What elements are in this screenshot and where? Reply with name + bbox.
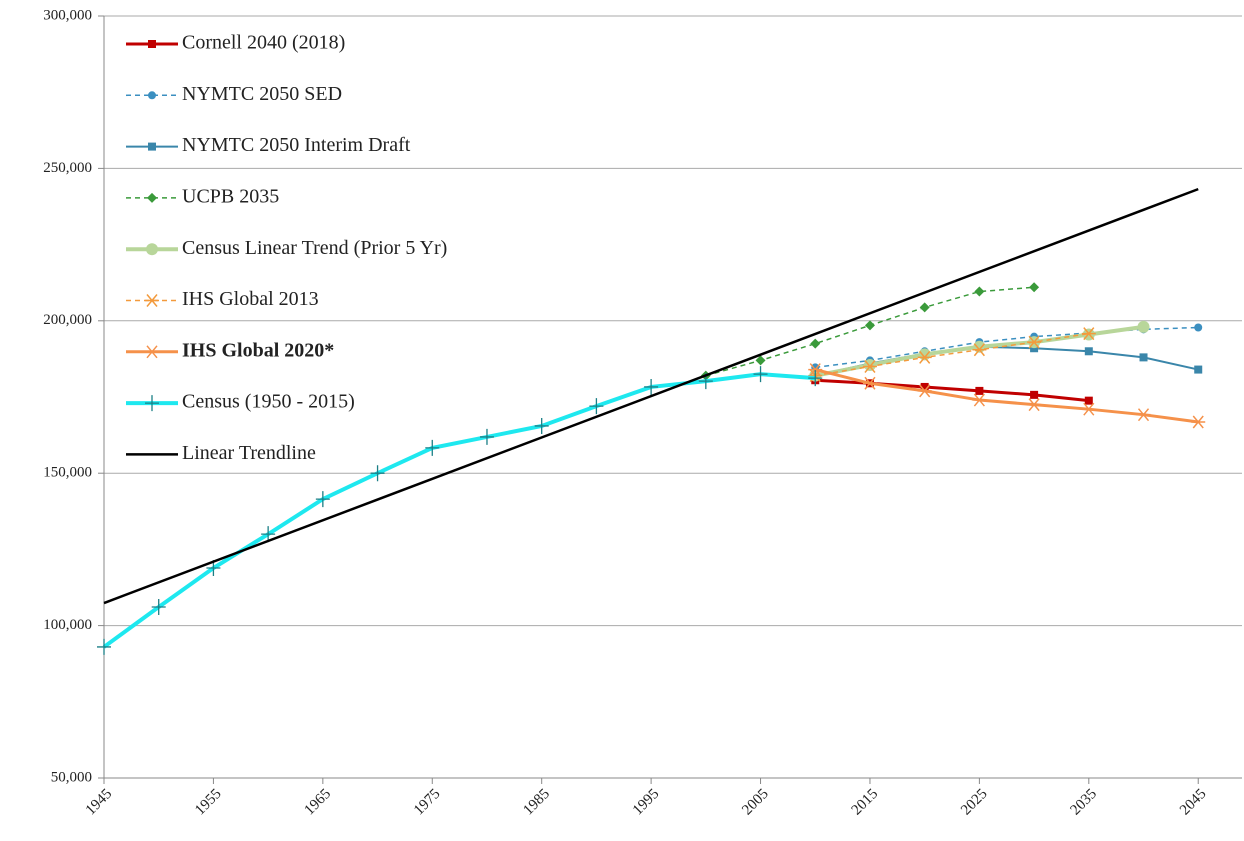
marker — [862, 376, 877, 390]
marker — [1137, 320, 1150, 333]
legend-item: IHS Global 2013 — [126, 288, 319, 310]
series-line — [814, 368, 1199, 424]
marker — [920, 382, 929, 391]
marker — [148, 91, 156, 100]
x-tick-label: 2045 — [1177, 786, 1210, 819]
y-tick-label: 200,000 — [43, 312, 92, 328]
marker — [148, 142, 156, 151]
marker — [1191, 415, 1206, 429]
marker — [370, 465, 385, 482]
marker — [146, 243, 158, 256]
marker — [1027, 335, 1042, 349]
series-line — [815, 326, 1199, 369]
legend-label: Census Linear Trend (Prior 5 Yr) — [182, 237, 447, 259]
marker — [917, 384, 932, 398]
marker — [862, 360, 877, 374]
y-tick-label: 250,000 — [43, 160, 92, 176]
marker — [808, 370, 823, 387]
marker — [975, 386, 984, 395]
marker — [479, 428, 494, 445]
marker — [1084, 347, 1093, 356]
x-tick-label: 2035 — [1068, 786, 1101, 819]
marker — [425, 439, 440, 456]
x-tick-label: 2025 — [958, 786, 991, 819]
series-line — [815, 332, 1089, 377]
legend-label: Census (1950 - 2015) — [182, 391, 355, 413]
marker — [864, 320, 875, 331]
x-tick-label: 1975 — [411, 786, 444, 819]
legend-label: IHS Global 2013 — [182, 288, 319, 310]
marker — [151, 599, 166, 616]
series-line — [815, 378, 1089, 403]
marker — [1194, 365, 1203, 374]
marker — [148, 40, 156, 48]
x-tick-label: 2015 — [849, 786, 882, 819]
marker — [974, 286, 985, 297]
marker — [97, 638, 111, 655]
marker — [1136, 408, 1151, 422]
x-tick-label: 1995 — [630, 786, 663, 819]
legend-item: Census Linear Trend (Prior 5 Yr) — [126, 237, 447, 259]
marker — [261, 526, 276, 543]
y-tick-label: 150,000 — [43, 465, 92, 481]
marker — [1030, 344, 1039, 353]
marker — [919, 302, 930, 313]
marker — [145, 395, 159, 412]
marker — [534, 417, 549, 434]
y-tick-label: 50,000 — [51, 769, 92, 785]
x-tick-label: 1965 — [302, 786, 335, 819]
x-tick-label: 1945 — [83, 786, 116, 819]
y-tick-label: 100,000 — [43, 617, 92, 633]
legend-label: Cornell 2040 (2018) — [182, 32, 345, 54]
marker — [1084, 396, 1093, 405]
marker — [589, 398, 604, 415]
marker — [145, 294, 159, 307]
legend-label: IHS Global 2020* — [182, 339, 334, 361]
marker — [1027, 398, 1042, 412]
marker — [1139, 353, 1148, 362]
marker — [147, 192, 157, 203]
x-tick-label: 2005 — [739, 786, 772, 819]
marker — [808, 363, 823, 377]
series-line — [103, 187, 1199, 605]
legend-label: NYMTC 2050 Interim Draft — [182, 134, 411, 156]
marker — [972, 393, 987, 407]
legend-label: NYMTC 2050 SED — [182, 83, 342, 105]
marker — [753, 366, 768, 383]
legend-label: UCPB 2035 — [182, 185, 279, 207]
marker — [315, 491, 330, 508]
marker — [1081, 327, 1096, 341]
marker — [1194, 323, 1203, 332]
legend-item: NYMTC 2050 SED — [126, 83, 342, 105]
y-tick-label: 300,000 — [43, 7, 92, 23]
x-tick-label: 1985 — [520, 786, 553, 819]
legend-item: Census (1950 - 2015) — [126, 391, 355, 413]
legend-item: Cornell 2040 (2018) — [126, 32, 345, 54]
marker — [1030, 390, 1039, 399]
marker — [972, 343, 987, 357]
marker — [1029, 282, 1040, 293]
legend-item: IHS Global 2020* — [126, 339, 334, 361]
marker — [917, 350, 932, 364]
marker — [644, 378, 659, 395]
series-line — [102, 372, 816, 649]
legend-item: NYMTC 2050 Interim Draft — [126, 134, 411, 156]
marker — [755, 355, 766, 366]
marker — [1081, 402, 1096, 416]
marker — [810, 338, 821, 349]
legend-label: Linear Trendline — [182, 442, 316, 464]
x-tick-label: 1955 — [192, 786, 225, 819]
legend-item: Linear Trendline — [126, 442, 316, 464]
marker — [145, 345, 159, 359]
legend-item: UCPB 2035 — [126, 185, 279, 207]
